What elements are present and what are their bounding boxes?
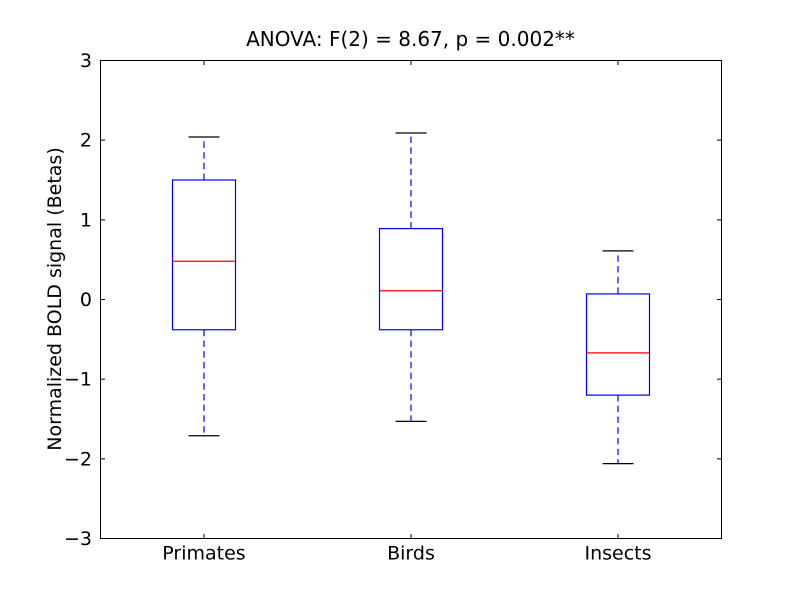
y-tick-label: 3 <box>80 50 92 72</box>
y-tick-label: 0 <box>80 289 92 311</box>
axes-frame <box>100 60 722 539</box>
y-tick-label: −3 <box>64 528 92 550</box>
y-tick-label: 1 <box>80 209 92 231</box>
x-tick-label-insects: Insects <box>584 543 651 565</box>
x-tick-label-birds: Birds <box>387 543 435 565</box>
chart-title: ANOVA: F(2) = 8.67, p = 0.002** <box>246 27 575 51</box>
box-insects <box>585 293 651 396</box>
box-birds <box>378 227 444 331</box>
x-tick-label-primates: Primates <box>162 543 245 565</box>
box-primates <box>171 179 237 331</box>
y-tick-label: −1 <box>64 369 92 391</box>
y-tick-label: −2 <box>64 448 92 470</box>
y-tick-label: 2 <box>80 130 92 152</box>
